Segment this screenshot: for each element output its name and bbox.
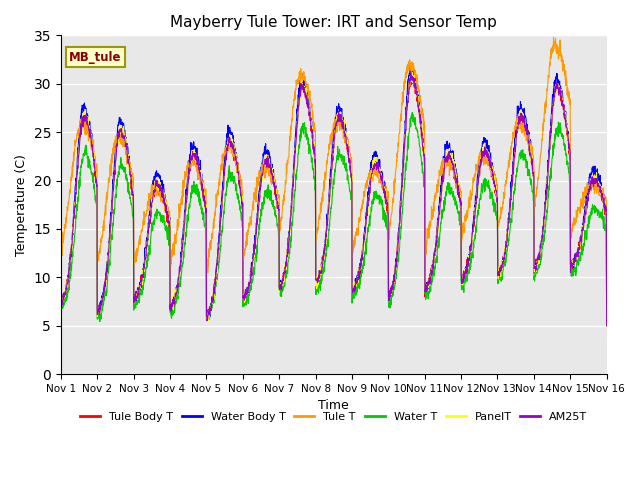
Water Body T bbox=[362, 228, 369, 233]
AM25T bbox=[493, 187, 500, 193]
Tule T bbox=[362, 183, 369, 189]
Tule Body T bbox=[209, 299, 217, 305]
PanelT bbox=[349, 285, 357, 291]
Line: PanelT: PanelT bbox=[61, 72, 607, 326]
Line: Water Body T: Water Body T bbox=[61, 66, 607, 326]
Tule Body T bbox=[570, 259, 578, 265]
PanelT bbox=[408, 70, 416, 75]
PanelT bbox=[555, 86, 563, 92]
Tule Body T bbox=[493, 193, 500, 199]
Legend: Tule Body T, Water Body T, Tule T, Water T, PanelT, AM25T: Tule Body T, Water Body T, Tule T, Water… bbox=[76, 407, 592, 426]
AM25T bbox=[603, 323, 611, 329]
Water T bbox=[603, 323, 611, 329]
PanelT bbox=[362, 232, 369, 238]
Tule Body T bbox=[57, 295, 65, 301]
X-axis label: Time: Time bbox=[318, 399, 349, 412]
Water Body T bbox=[493, 188, 500, 193]
Title: Mayberry Tule Tower: IRT and Sensor Temp: Mayberry Tule Tower: IRT and Sensor Temp bbox=[170, 15, 497, 30]
Tule Body T bbox=[409, 72, 417, 77]
Tule T bbox=[57, 251, 65, 257]
PanelT bbox=[57, 300, 65, 305]
Tule Body T bbox=[603, 323, 611, 329]
Line: Tule Body T: Tule Body T bbox=[61, 74, 607, 326]
PanelT bbox=[603, 323, 611, 329]
AM25T bbox=[570, 262, 578, 267]
Tule T bbox=[349, 241, 357, 247]
Line: AM25T: AM25T bbox=[61, 72, 607, 326]
Water Body T bbox=[349, 282, 357, 288]
Water Body T bbox=[209, 298, 217, 304]
Water Body T bbox=[555, 86, 563, 92]
Tule T bbox=[603, 323, 611, 329]
Text: MB_tule: MB_tule bbox=[69, 50, 122, 63]
Water Body T bbox=[570, 265, 578, 271]
Y-axis label: Temperature (C): Temperature (C) bbox=[15, 154, 28, 256]
Water T bbox=[570, 270, 578, 276]
Line: Water T: Water T bbox=[61, 113, 607, 326]
Water Body T bbox=[57, 303, 65, 309]
AM25T bbox=[57, 303, 65, 309]
Tule Body T bbox=[555, 85, 563, 91]
Water T bbox=[555, 120, 563, 126]
Water T bbox=[57, 306, 65, 312]
Tule T bbox=[570, 222, 578, 228]
Tule T bbox=[209, 224, 217, 229]
AM25T bbox=[407, 69, 415, 74]
Line: Tule T: Tule T bbox=[61, 37, 607, 326]
PanelT bbox=[570, 258, 578, 264]
AM25T bbox=[362, 227, 369, 233]
PanelT bbox=[493, 194, 500, 200]
Water T bbox=[493, 209, 500, 215]
Tule T bbox=[492, 175, 500, 181]
AM25T bbox=[209, 297, 217, 303]
Water T bbox=[408, 110, 416, 116]
AM25T bbox=[555, 92, 563, 97]
Water T bbox=[209, 300, 217, 306]
Water Body T bbox=[603, 323, 611, 329]
Water T bbox=[362, 252, 369, 257]
PanelT bbox=[209, 295, 217, 300]
AM25T bbox=[349, 286, 357, 292]
Tule Body T bbox=[349, 289, 357, 295]
Tule T bbox=[550, 35, 557, 40]
Tule Body T bbox=[362, 226, 369, 232]
Water T bbox=[349, 292, 357, 298]
Water Body T bbox=[406, 63, 414, 69]
Tule T bbox=[555, 51, 563, 57]
